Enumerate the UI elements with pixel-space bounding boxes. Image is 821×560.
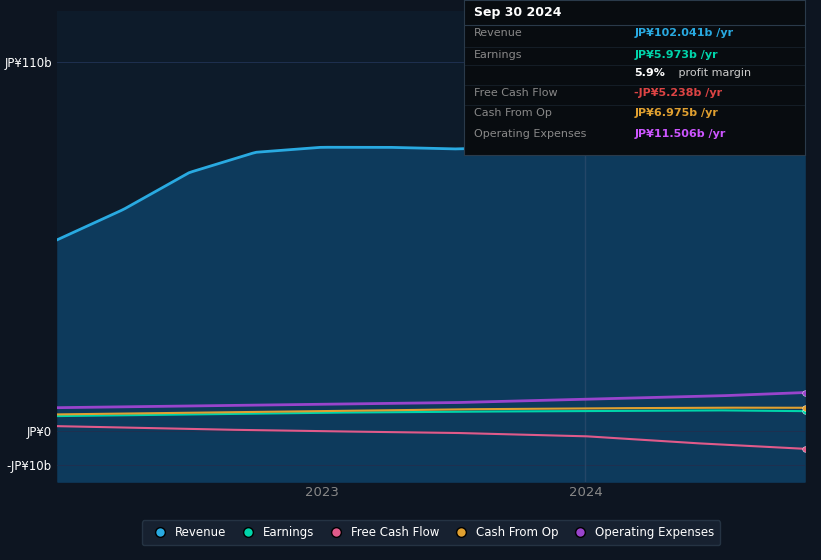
Text: JP¥11.506b /yr: JP¥11.506b /yr bbox=[635, 129, 726, 139]
Text: JP¥6.975b /yr: JP¥6.975b /yr bbox=[635, 109, 718, 119]
Text: Earnings: Earnings bbox=[474, 50, 523, 59]
Text: profit margin: profit margin bbox=[675, 68, 751, 78]
Text: Operating Expenses: Operating Expenses bbox=[474, 129, 586, 139]
Text: JP¥5.973b /yr: JP¥5.973b /yr bbox=[635, 50, 718, 59]
Text: -JP¥5.238b /yr: -JP¥5.238b /yr bbox=[635, 88, 722, 99]
Text: Revenue: Revenue bbox=[474, 28, 523, 38]
Text: 5.9%: 5.9% bbox=[635, 68, 665, 78]
Text: Sep 30 2024: Sep 30 2024 bbox=[474, 6, 562, 19]
Legend: Revenue, Earnings, Free Cash Flow, Cash From Op, Operating Expenses: Revenue, Earnings, Free Cash Flow, Cash … bbox=[142, 520, 720, 545]
Text: Free Cash Flow: Free Cash Flow bbox=[474, 88, 557, 99]
Text: JP¥102.041b /yr: JP¥102.041b /yr bbox=[635, 28, 733, 38]
Text: Cash From Op: Cash From Op bbox=[474, 109, 552, 119]
